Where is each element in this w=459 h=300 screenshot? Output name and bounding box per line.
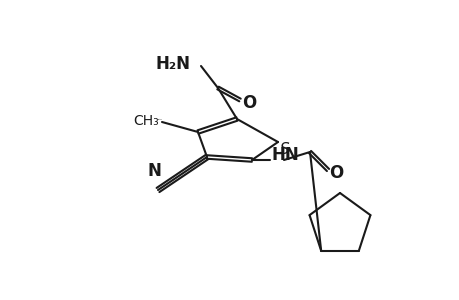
Text: N: N xyxy=(147,162,161,180)
Text: H₂N: H₂N xyxy=(156,55,190,73)
Text: HN: HN xyxy=(271,146,299,164)
Text: S: S xyxy=(280,142,289,157)
Text: O: O xyxy=(241,94,256,112)
Text: O: O xyxy=(328,164,342,182)
Text: CH₃: CH₃ xyxy=(133,114,159,128)
Text: methyl: methyl xyxy=(157,119,162,120)
